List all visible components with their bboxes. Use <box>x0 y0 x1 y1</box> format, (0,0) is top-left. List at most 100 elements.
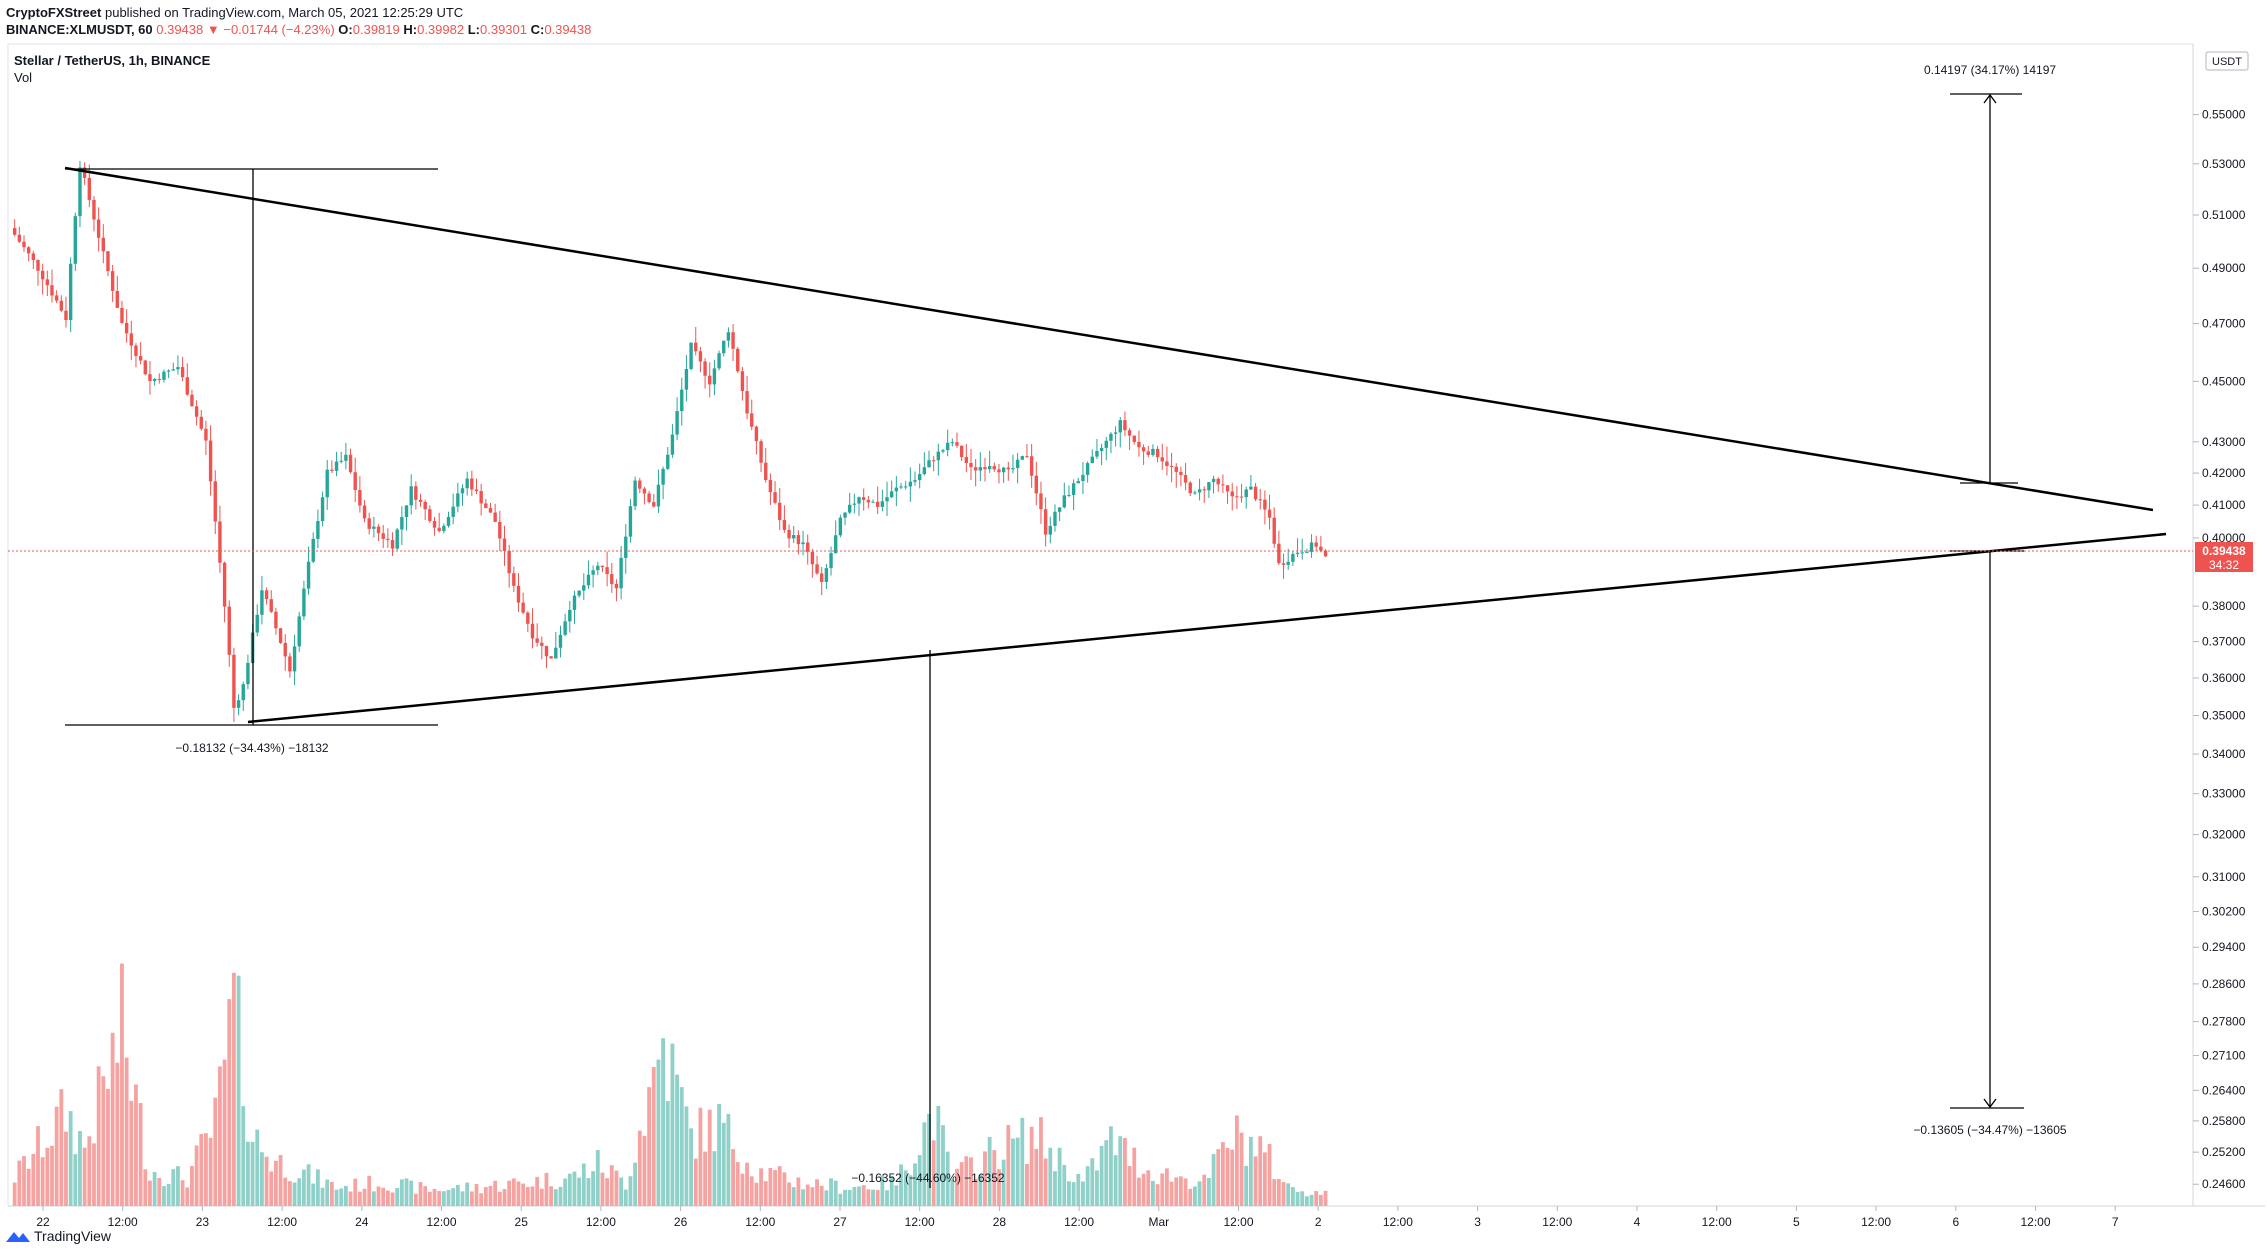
price-tick-label: 0.26400 <box>2202 1083 2246 1097</box>
candle-body <box>1281 563 1286 565</box>
volume-bar <box>1253 1156 1258 1206</box>
volume-bar <box>227 999 232 1206</box>
price-tick-label: 0.43000 <box>2202 435 2246 449</box>
publisher-name[interactable]: CryptoFXStreet <box>6 5 102 20</box>
candle-body <box>344 454 348 461</box>
volume-bar <box>451 1188 456 1206</box>
volume-bar <box>549 1186 554 1206</box>
candle-body <box>950 442 955 444</box>
volume-bar <box>110 1032 115 1206</box>
time-tick-label: 12:00 <box>426 1215 456 1229</box>
candle-body <box>311 538 315 562</box>
price-tick-label: 0.45000 <box>2202 374 2246 388</box>
candle-body <box>908 481 913 487</box>
candle-body <box>852 503 857 505</box>
candle-body <box>96 219 101 238</box>
candle-body <box>535 638 539 643</box>
lower-trendline[interactable] <box>247 532 2167 724</box>
tradingview-footer[interactable]: TradingView <box>6 1228 111 1244</box>
currency-badge[interactable] <box>2205 51 2249 71</box>
volume-bar <box>801 1189 805 1206</box>
volume-bar <box>1062 1165 1067 1206</box>
volume-bar <box>288 1181 292 1206</box>
candle-body <box>82 167 87 178</box>
upper-trendline[interactable] <box>64 166 2154 512</box>
candle-body <box>1165 461 1169 467</box>
volume-bar <box>381 1187 386 1206</box>
candle-body <box>465 478 469 489</box>
candle-body <box>45 279 50 286</box>
volume-bar <box>978 1175 983 1206</box>
volume-bar <box>367 1175 372 1206</box>
volume-bar <box>120 963 124 1206</box>
pattern-drawings[interactable] <box>8 93 2193 1188</box>
time-tick-label: 12:00 <box>267 1215 297 1229</box>
candle-body <box>1169 466 1174 468</box>
volume-bar <box>535 1176 540 1206</box>
volume-bar <box>913 1163 917 1206</box>
volume-bar <box>427 1191 432 1206</box>
volume-bar <box>731 1149 735 1206</box>
volume-bar <box>1123 1137 1127 1206</box>
candle-body <box>1146 451 1150 455</box>
volume-bar <box>745 1162 749 1206</box>
volume-bar <box>1048 1147 1053 1206</box>
candle-body <box>166 370 171 372</box>
volume-bar <box>1053 1171 1057 1206</box>
volume-legend[interactable]: Vol <box>14 70 33 85</box>
candle-body <box>502 538 507 551</box>
volume-bar <box>385 1190 390 1206</box>
candle-body <box>903 486 908 488</box>
volume-bar <box>194 1145 199 1206</box>
time-tick-label: 5 <box>1793 1215 1800 1229</box>
volume-bar <box>609 1165 614 1206</box>
candle-body <box>1216 478 1220 485</box>
volume-bar <box>1067 1181 1071 1206</box>
volume-bar <box>371 1191 376 1206</box>
volume-bar <box>875 1189 880 1206</box>
candle-body <box>605 567 609 575</box>
candle-body <box>1225 485 1230 492</box>
target-up-arrowhead <box>1983 93 1997 104</box>
volume-bar <box>689 1128 693 1206</box>
volume-bar <box>773 1170 777 1206</box>
candle-body <box>843 512 847 518</box>
volume-bar <box>362 1188 367 1206</box>
time-axis[interactable]: 22 12:00 23 12:00 24 12:00 25 12:00 26 12:00 27 12:… <box>36 1206 2119 1229</box>
volume-bar <box>1193 1186 1197 1206</box>
volume-bar <box>45 1147 50 1206</box>
volume-bar <box>591 1171 596 1206</box>
volume-bar <box>395 1187 400 1206</box>
volume-bar <box>824 1190 829 1206</box>
volume-bar <box>768 1167 773 1206</box>
candle-body <box>274 611 278 629</box>
volume-bar <box>334 1189 339 1206</box>
volume-bar <box>558 1186 563 1206</box>
candle-body <box>390 540 395 549</box>
volume-bar <box>232 972 236 1206</box>
candle-body <box>264 590 269 600</box>
time-tick-label: Mar <box>1148 1215 1169 1229</box>
candle-body <box>1006 467 1011 470</box>
volume-bar <box>1281 1182 1286 1206</box>
candle-body <box>1235 496 1239 498</box>
candle-body <box>218 521 222 563</box>
volume-bar <box>777 1166 782 1206</box>
candle-body <box>1113 432 1118 434</box>
volume-bar <box>1025 1164 1029 1206</box>
price-axis[interactable]: 0.55000 0.53000 0.51000 0.49000 0.47000 0.450… <box>2193 108 2246 1192</box>
measure-label-flagpole: −0.18132 (−34.43%) −18132 <box>175 741 328 755</box>
symbol-legend[interactable]: Stellar / TetherUS, 1h, BINANCE <box>14 53 211 68</box>
volume-bar <box>1155 1184 1160 1206</box>
volume-bar <box>1230 1149 1235 1206</box>
candle-body <box>138 355 143 361</box>
candle-body <box>120 307 124 323</box>
volume-bar <box>955 1168 959 1206</box>
candle-body <box>1300 552 1304 554</box>
candle-body <box>516 585 521 603</box>
volume-bar <box>241 1106 246 1206</box>
volume-bar <box>880 1175 885 1206</box>
volume-bar <box>1015 1137 1020 1206</box>
candle-body <box>558 634 563 648</box>
